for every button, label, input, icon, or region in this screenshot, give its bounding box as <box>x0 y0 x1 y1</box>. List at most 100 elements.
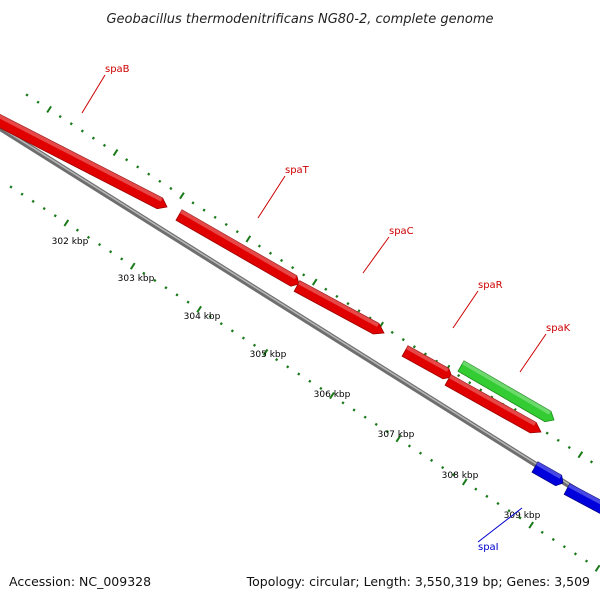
tick-label: 308 kbp <box>442 471 479 481</box>
tick-label: 309 kbp <box>504 511 541 521</box>
minor-tick <box>545 431 549 435</box>
backbone-line <box>0 124 600 509</box>
leader-line <box>519 333 547 373</box>
minor-tick <box>374 422 378 427</box>
gene-label-spaR: spaR <box>452 280 503 329</box>
tick-row-outer <box>25 93 594 464</box>
minor-tick <box>102 143 107 147</box>
minor-tick <box>53 214 57 218</box>
minor-tick <box>573 552 578 556</box>
minor-tick <box>279 258 284 263</box>
major-tick <box>311 278 318 286</box>
minor-tick <box>308 379 312 383</box>
major-tick <box>528 521 534 529</box>
minor-tick <box>120 257 124 261</box>
major-tick <box>594 564 600 572</box>
minor-tick <box>319 386 323 391</box>
minor-tick <box>125 158 129 162</box>
genome-backbone <box>0 124 600 509</box>
minor-tick <box>213 215 217 219</box>
minor-tick <box>363 415 367 419</box>
gene-arrow-spaC <box>293 280 385 335</box>
minor-tick <box>474 487 478 491</box>
major-tick <box>577 451 584 459</box>
minor-tick <box>412 345 416 349</box>
minor-tick <box>136 165 140 169</box>
minor-tick <box>286 365 290 369</box>
gene-arrow-spaB <box>0 113 168 210</box>
minor-tick <box>468 381 472 385</box>
backbone-highlight <box>0 126 600 505</box>
minor-tick <box>235 230 239 234</box>
gene-arrow-spaT <box>175 209 300 287</box>
minor-tick <box>496 501 500 506</box>
minor-tick <box>42 206 46 211</box>
minor-tick <box>257 244 261 248</box>
gene-arrow-spaK <box>457 360 555 423</box>
gene-name: spaT <box>285 165 310 176</box>
minor-tick <box>241 336 245 340</box>
minor-tick <box>341 401 345 405</box>
gene-arrow-spaR-2 <box>444 374 542 434</box>
minor-tick <box>58 114 62 119</box>
minor-tick <box>91 136 95 140</box>
tick-label: 302 kbp <box>52 237 89 247</box>
accession-text: Accession: NC_009328 <box>9 574 151 589</box>
minor-tick <box>352 408 356 412</box>
minor-tick <box>297 372 301 376</box>
major-tick <box>63 219 70 227</box>
minor-tick <box>423 352 428 356</box>
major-tick <box>329 392 335 400</box>
gene-name: spaI <box>478 542 499 553</box>
minor-tick <box>567 445 571 450</box>
minor-tick <box>36 100 40 104</box>
minor-tick <box>540 530 544 534</box>
gene-label-spaK: spaK <box>519 323 571 373</box>
gene-name: spaB <box>105 64 130 75</box>
minor-tick <box>20 192 24 196</box>
minor-tick <box>109 250 113 254</box>
minor-tick <box>401 337 405 342</box>
tick-label: 304 kbp <box>184 312 221 322</box>
minor-tick <box>31 199 35 203</box>
minor-tick <box>25 93 29 97</box>
minor-tick <box>390 330 394 335</box>
minor-tick <box>589 460 594 464</box>
minor-tick <box>80 129 84 133</box>
tick-row-inner <box>9 185 600 572</box>
tick-label: 305 kbp <box>250 350 287 360</box>
minor-tick <box>441 465 445 470</box>
genome-summary-text: Topology: circular; Length: 3,550,319 bp… <box>246 574 590 589</box>
tick-label: 303 kbp <box>118 274 155 284</box>
minor-tick <box>9 185 13 189</box>
major-tick <box>262 348 269 357</box>
gene-arrow-spaI-2 <box>563 483 600 514</box>
minor-tick <box>191 201 195 205</box>
minor-tick <box>335 294 339 299</box>
minor-tick <box>175 293 179 297</box>
minor-tick <box>224 222 228 227</box>
minor-tick <box>86 235 91 239</box>
tick-labels: 302 kbp 303 kbp 304 kbp 305 kbp 306 kbp 307 k… <box>52 237 541 521</box>
minor-tick <box>75 228 79 232</box>
major-tick <box>196 305 202 313</box>
tick-label: 307 kbp <box>378 430 415 440</box>
gene-arrow-spaI-1 <box>531 461 564 487</box>
minor-tick <box>291 266 295 270</box>
major-tick <box>395 435 402 443</box>
minor-tick <box>164 286 168 290</box>
minor-tick <box>452 473 456 477</box>
minor-tick <box>518 516 522 520</box>
gene-label-spaB: spaB <box>81 64 130 114</box>
gene-name: spaR <box>478 280 503 291</box>
minor-tick <box>584 559 589 563</box>
gene-label-spaC: spaC <box>362 226 414 274</box>
minor-tick <box>219 322 223 326</box>
minor-tick <box>252 343 257 347</box>
minor-tick <box>202 208 206 212</box>
minor-tick <box>324 287 328 291</box>
minor-tick <box>346 302 350 306</box>
minor-tick <box>230 329 234 333</box>
major-tick <box>461 478 468 486</box>
major-tick <box>179 192 185 200</box>
